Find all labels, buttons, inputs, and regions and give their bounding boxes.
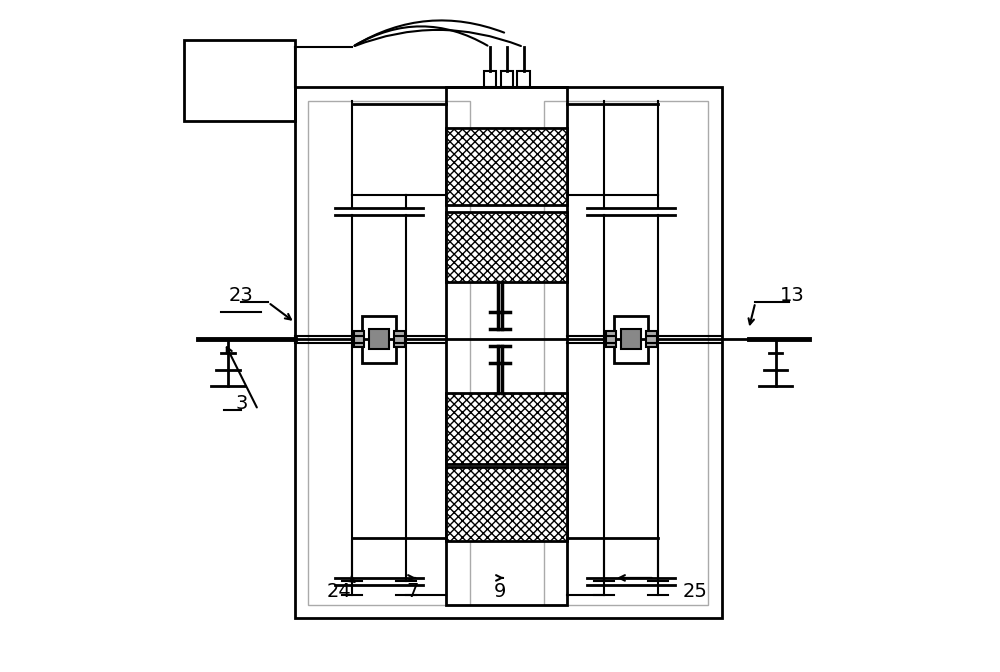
Bar	[621, 329, 641, 349]
Bar	[446, 212, 567, 282]
Bar	[295, 87, 722, 618]
Bar	[446, 467, 567, 541]
Bar	[308, 101, 470, 605]
Bar	[446, 393, 567, 464]
Bar	[354, 331, 364, 347]
Text: 13: 13	[780, 286, 805, 305]
Bar	[446, 128, 567, 205]
Text: 25: 25	[682, 582, 707, 601]
Text: 24: 24	[326, 582, 351, 601]
Bar	[501, 71, 513, 87]
Text: 9: 9	[494, 582, 506, 601]
Text: 23: 23	[229, 286, 254, 305]
Bar	[362, 316, 396, 363]
Bar	[614, 316, 648, 363]
Bar	[544, 101, 708, 605]
Bar	[184, 40, 295, 121]
Bar	[606, 331, 616, 347]
Bar	[484, 71, 496, 87]
Text: 7: 7	[406, 582, 419, 601]
Text: 3: 3	[235, 394, 247, 413]
Bar	[394, 331, 405, 347]
Bar	[646, 331, 657, 347]
Bar	[446, 87, 567, 605]
Bar	[369, 329, 389, 349]
Bar	[517, 71, 530, 87]
